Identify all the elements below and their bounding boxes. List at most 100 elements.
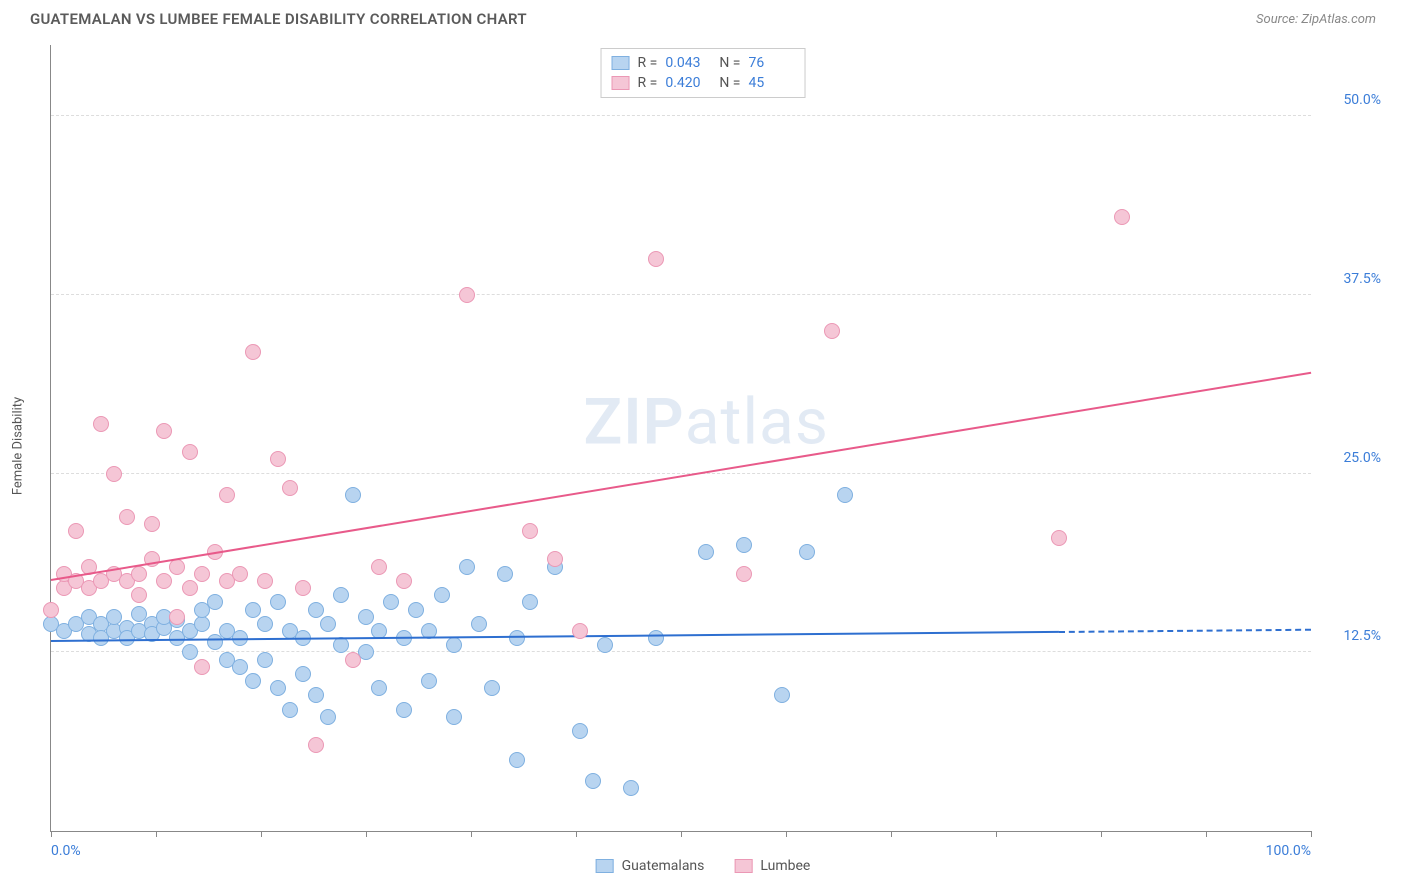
legend-n-label: N =: [719, 75, 740, 91]
data-point: [497, 566, 513, 582]
data-point: [270, 594, 286, 610]
gridline: [51, 294, 1311, 295]
data-point: [169, 609, 185, 625]
data-point: [572, 623, 588, 639]
data-point: [396, 573, 412, 589]
data-point: [698, 544, 714, 560]
data-point: [421, 673, 437, 689]
data-point: [333, 587, 349, 603]
watermark: ZIPatlas: [584, 385, 829, 460]
data-point: [245, 673, 261, 689]
data-point: [774, 687, 790, 703]
data-point: [68, 523, 84, 539]
data-point: [308, 687, 324, 703]
data-point: [295, 666, 311, 682]
data-point: [371, 680, 387, 696]
x-tick: [366, 831, 367, 837]
data-point: [308, 602, 324, 618]
y-tick-label: 25.0%: [1343, 450, 1381, 466]
data-point: [1051, 530, 1067, 546]
x-tick: [786, 831, 787, 837]
data-point: [597, 637, 613, 653]
data-point: [106, 466, 122, 482]
data-point: [509, 630, 525, 646]
legend-stats: R =0.043N =76R =0.420N =45: [601, 48, 806, 98]
legend-swatch: [612, 76, 630, 90]
y-tick-label: 37.5%: [1343, 271, 1381, 287]
data-point: [245, 602, 261, 618]
data-point: [371, 559, 387, 575]
legend-series-item: Guatemalans: [596, 858, 705, 874]
data-point: [446, 637, 462, 653]
legend-swatch: [596, 859, 614, 873]
data-point: [257, 652, 273, 668]
data-point: [219, 487, 235, 503]
data-point: [308, 737, 324, 753]
x-tick: [51, 831, 52, 837]
legend-n-value: 76: [748, 55, 794, 71]
x-tick-label: 0.0%: [51, 843, 81, 859]
scatter-chart: ZIPatlas 12.5%25.0%37.5%50.0%0.0%100.0%: [50, 45, 1311, 832]
data-point: [194, 659, 210, 675]
x-tick: [156, 831, 157, 837]
x-tick: [681, 831, 682, 837]
gridline: [51, 651, 1311, 652]
data-point: [119, 509, 135, 525]
data-point: [156, 423, 172, 439]
data-point: [471, 616, 487, 632]
data-point: [194, 616, 210, 632]
x-tick: [1311, 831, 1312, 837]
x-tick: [471, 831, 472, 837]
legend-stat-row: R =0.043N =76: [612, 53, 795, 73]
legend-series-label: Guatemalans: [622, 858, 705, 874]
data-point: [522, 594, 538, 610]
data-point: [131, 587, 147, 603]
data-point: [320, 616, 336, 632]
data-point: [232, 566, 248, 582]
x-tick: [996, 831, 997, 837]
legend-series: Guatemalans Lumbee: [596, 858, 811, 874]
data-point: [509, 752, 525, 768]
legend-r-value: 0.043: [665, 55, 711, 71]
data-point: [446, 709, 462, 725]
legend-r-label: R =: [638, 75, 658, 91]
data-point: [144, 516, 160, 532]
data-point: [1114, 209, 1130, 225]
data-point: [345, 652, 361, 668]
data-point: [383, 594, 399, 610]
x-tick-label: 100.0%: [1266, 843, 1311, 859]
data-point: [295, 580, 311, 596]
y-tick-label: 50.0%: [1343, 92, 1381, 108]
legend-r-label: R =: [638, 55, 658, 71]
data-point: [408, 602, 424, 618]
data-point: [257, 616, 273, 632]
data-point: [585, 773, 601, 789]
data-point: [232, 659, 248, 675]
legend-series-label: Lumbee: [760, 858, 810, 874]
data-point: [43, 602, 59, 618]
data-point: [270, 680, 286, 696]
gridline: [51, 115, 1311, 116]
y-axis-label: Female Disability: [11, 397, 26, 495]
data-point: [648, 251, 664, 267]
data-point: [434, 587, 450, 603]
data-point: [282, 480, 298, 496]
y-tick-label: 12.5%: [1343, 628, 1381, 644]
data-point: [837, 487, 853, 503]
data-point: [131, 566, 147, 582]
legend-swatch: [734, 859, 752, 873]
data-point: [623, 780, 639, 796]
data-point: [93, 416, 109, 432]
chart-title: GUATEMALAN VS LUMBEE FEMALE DISABILITY C…: [30, 10, 527, 28]
data-point: [799, 544, 815, 560]
data-point: [320, 709, 336, 725]
data-point: [572, 723, 588, 739]
data-point: [245, 344, 261, 360]
data-point: [270, 451, 286, 467]
data-point: [736, 566, 752, 582]
data-point: [547, 551, 563, 567]
data-point: [736, 537, 752, 553]
data-point: [522, 523, 538, 539]
x-tick: [891, 831, 892, 837]
legend-n-value: 45: [748, 75, 794, 91]
